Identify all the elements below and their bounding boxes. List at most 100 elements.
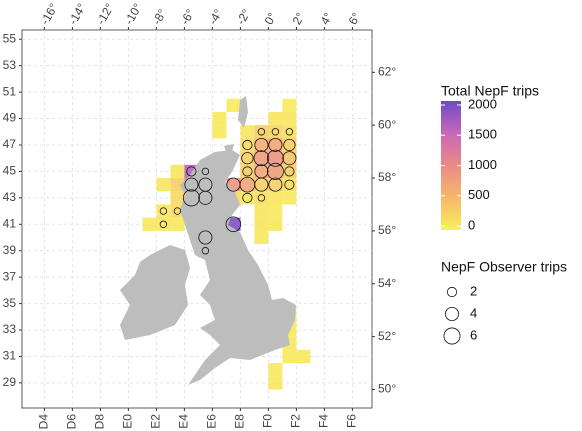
cell bbox=[142, 217, 157, 231]
color-bar-label: 2000 bbox=[468, 96, 497, 111]
observer-circle bbox=[266, 149, 284, 167]
row-tick-label: 33 bbox=[3, 322, 17, 336]
x-tick-label: 6° bbox=[346, 10, 364, 27]
size-key bbox=[443, 327, 461, 345]
cell bbox=[254, 151, 269, 165]
observer-circle bbox=[268, 137, 283, 152]
row-tick-label: 39 bbox=[3, 243, 17, 257]
row-tick-label: 37 bbox=[3, 269, 17, 283]
fill-legend-title: Total NepF trips bbox=[441, 83, 539, 99]
column-tick-label: E0 bbox=[121, 414, 135, 429]
observer-circle bbox=[159, 220, 168, 228]
column-tick-label: F0 bbox=[261, 414, 275, 428]
cell bbox=[282, 98, 297, 112]
x-tick-label: -4° bbox=[206, 7, 226, 28]
cell bbox=[268, 363, 283, 377]
cell bbox=[254, 217, 269, 231]
cell bbox=[254, 204, 269, 218]
column-tick-label: F4 bbox=[317, 414, 331, 428]
y2-tick-label: 56° bbox=[378, 223, 396, 237]
cell bbox=[170, 217, 185, 231]
cell bbox=[156, 178, 171, 192]
observer-circle bbox=[284, 166, 295, 177]
x-tick-label: -12° bbox=[94, 1, 117, 27]
observer-circle bbox=[285, 128, 294, 136]
size-label: 4 bbox=[470, 305, 477, 320]
observer-circle bbox=[257, 128, 266, 136]
x-tick-label: 0° bbox=[262, 10, 280, 27]
observer-circle bbox=[201, 167, 210, 176]
observer-circle bbox=[159, 207, 168, 215]
axes: -16° -14° -12° -10° -8° -6° -4° -2° 0° 2° 4° 6° D4 D6… bbox=[3, 1, 397, 430]
observer-circle bbox=[254, 177, 269, 192]
observer-circle bbox=[225, 216, 242, 233]
cell bbox=[268, 191, 283, 205]
cell bbox=[254, 125, 269, 139]
size-label: 6 bbox=[470, 327, 477, 342]
observer-circle bbox=[242, 139, 253, 151]
cell bbox=[240, 125, 255, 139]
observer-circle bbox=[268, 177, 283, 192]
cell bbox=[268, 376, 283, 390]
size-key bbox=[444, 306, 459, 321]
observer-circle bbox=[282, 151, 297, 166]
column-tick-label: F6 bbox=[345, 414, 359, 428]
x-tick-label: 4° bbox=[318, 10, 336, 27]
observer-circle bbox=[254, 137, 269, 152]
cell bbox=[268, 138, 283, 152]
cell bbox=[240, 178, 255, 192]
y2-tick-label: 50° bbox=[378, 382, 396, 396]
observer-circle bbox=[242, 166, 253, 177]
cell bbox=[156, 204, 171, 218]
y2-tick-label: 60° bbox=[378, 117, 396, 131]
cell bbox=[170, 178, 185, 192]
x-tick-label: -16° bbox=[38, 1, 61, 27]
y2-tick-label: 54° bbox=[378, 276, 396, 290]
cell bbox=[282, 138, 297, 152]
row-tick-label: 53 bbox=[3, 58, 17, 72]
cell bbox=[254, 138, 269, 152]
observer-circle bbox=[283, 138, 296, 152]
cell bbox=[282, 151, 297, 165]
column-tick-label: D8 bbox=[93, 414, 107, 430]
cell bbox=[268, 217, 283, 231]
cell bbox=[282, 111, 297, 126]
row-tick-label: 49 bbox=[3, 111, 17, 125]
row-tick-label: 43 bbox=[3, 190, 17, 204]
column-tick-label: E4 bbox=[177, 414, 191, 429]
observer-circle bbox=[201, 247, 210, 255]
observer-circle bbox=[266, 162, 284, 180]
shetland bbox=[238, 96, 248, 128]
y2-tick-label: 58° bbox=[378, 170, 396, 184]
row-tick-label: 47 bbox=[3, 137, 17, 151]
cell bbox=[268, 164, 283, 179]
x-tick-label: -14° bbox=[66, 1, 89, 27]
observer-circle bbox=[253, 150, 270, 166]
x-tick-label: -8° bbox=[150, 7, 170, 28]
color-bar bbox=[441, 101, 461, 230]
observer-circle bbox=[173, 207, 182, 215]
row-tick-label: 31 bbox=[3, 349, 17, 363]
cell bbox=[254, 191, 269, 205]
column-tick-label: D4 bbox=[37, 414, 51, 430]
cell bbox=[268, 178, 283, 192]
x-tick-label: -10° bbox=[122, 1, 145, 27]
column-tick-label: F2 bbox=[289, 414, 303, 428]
cell bbox=[254, 178, 269, 192]
cell bbox=[254, 230, 269, 245]
great-britain bbox=[180, 150, 296, 385]
y2-tick-label: 52° bbox=[378, 329, 396, 343]
cell bbox=[296, 349, 311, 364]
observer-circle bbox=[257, 194, 266, 202]
observer-circle bbox=[184, 177, 199, 192]
cell bbox=[226, 98, 241, 112]
color-bar-label: 1500 bbox=[468, 127, 497, 142]
color-bar-label: 0 bbox=[468, 217, 475, 232]
cell bbox=[268, 111, 283, 126]
y2-tick-label: 62° bbox=[378, 64, 396, 78]
ireland bbox=[120, 245, 190, 340]
cell bbox=[156, 217, 171, 231]
legend: Total NepF trips NepF Observer trips 0 50… bbox=[441, 83, 567, 345]
size-label: 2 bbox=[470, 283, 477, 298]
